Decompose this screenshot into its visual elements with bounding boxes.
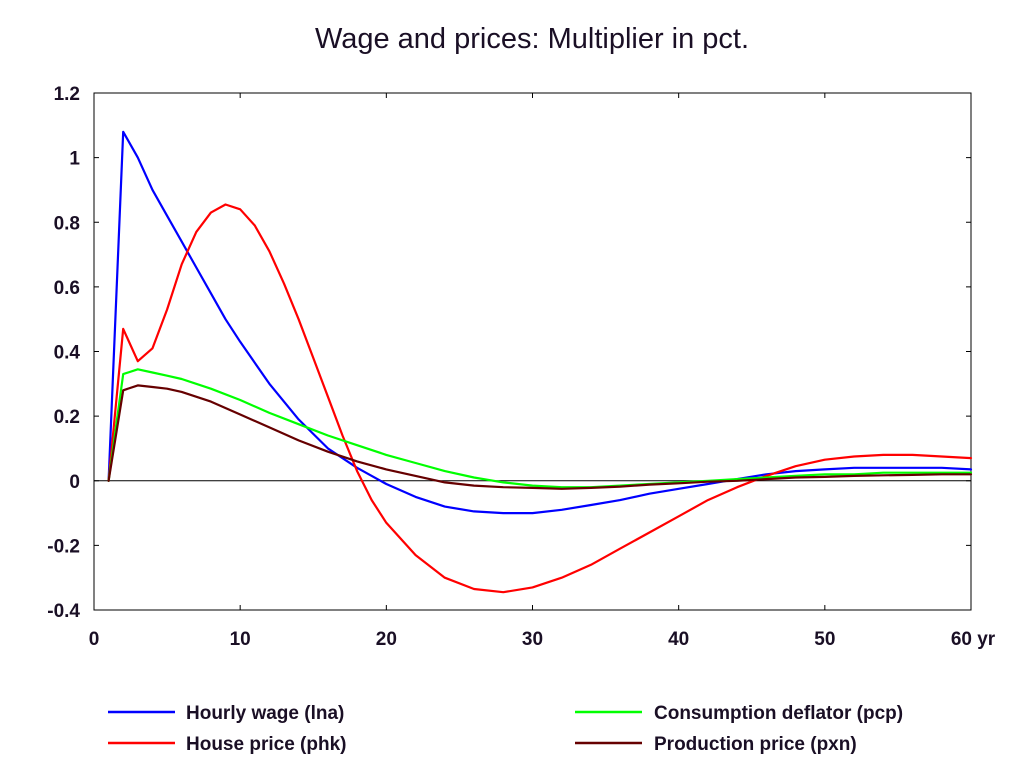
- chart-title: Wage and prices: Multiplier in pct.: [315, 23, 749, 55]
- y-tick-label: 0: [69, 472, 80, 493]
- legend-item: House price (phk): [108, 734, 346, 755]
- x-tick-label: 30: [522, 629, 543, 650]
- x-tick-label: 40: [668, 629, 689, 650]
- x-tick-label: 10: [230, 629, 251, 650]
- x-tick-label: 20: [376, 629, 397, 650]
- legend-label: Production price (pxn): [654, 734, 857, 755]
- y-tick-label: 0.4: [54, 343, 81, 364]
- y-tick-label: 1.2: [54, 84, 80, 105]
- series-line-1: [107, 130, 973, 515]
- series-line-4: [107, 384, 973, 490]
- plot-area-frame: [93, 92, 972, 611]
- legend-label: House price (phk): [186, 734, 346, 755]
- legend-label: Consumption deflator (pcp): [654, 703, 903, 724]
- legend-item: Hourly wage (lna): [108, 703, 344, 724]
- series-line-3: [107, 368, 973, 489]
- y-tick-label: 0.2: [54, 407, 80, 428]
- series-line-2: [107, 203, 973, 594]
- legend-item: Production price (pxn): [575, 734, 857, 755]
- x-tick-label: 50: [814, 629, 835, 650]
- legend-item: Consumption deflator (pcp): [575, 703, 903, 724]
- legend-label: Hourly wage (lna): [186, 703, 344, 724]
- y-tick-label: 0.8: [54, 213, 80, 234]
- y-tick-label: 1: [69, 149, 80, 170]
- y-tick-label: -0.2: [47, 536, 80, 557]
- y-tick-label: -0.4: [47, 601, 80, 622]
- y-tick-label: 0.6: [54, 278, 80, 299]
- series-lines: [107, 130, 973, 594]
- axes: -0.4 -0.2 0 0.2 0.4 0.6 0.8 1 1.2 0 10 20 30 40 50 60 y…: [47, 84, 996, 650]
- x-tick-label: 60 yr: [951, 629, 996, 650]
- legend: Hourly wage (lna) House price (phk) Consum…: [108, 703, 903, 755]
- x-tick-label: 0: [89, 629, 100, 650]
